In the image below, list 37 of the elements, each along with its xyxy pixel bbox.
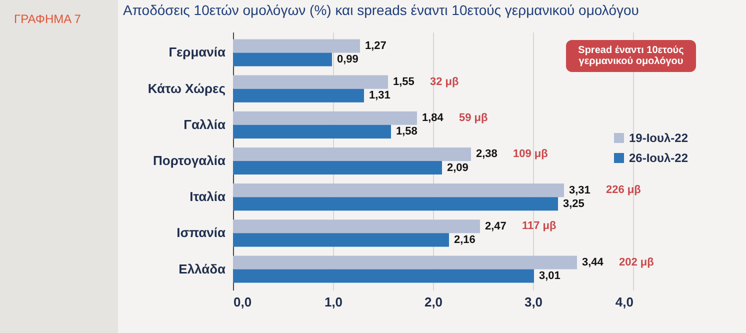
data-label: 3,01	[539, 270, 560, 282]
data-label: 3,25	[563, 198, 584, 210]
x-tick-label: 0,0	[234, 294, 252, 310]
data-label: 1,84	[422, 112, 444, 124]
x-tick-label: 3,0	[524, 294, 543, 310]
annotation: 202 μβ	[619, 256, 654, 268]
annotation: 226 μβ	[606, 184, 642, 196]
legend-label: 26-Ιουλ-22	[629, 151, 688, 165]
x-tick-label: 2,0	[424, 294, 443, 310]
data-label: 3,31	[569, 184, 590, 196]
data-label: 1,27	[365, 40, 386, 52]
y-tick-label: Κάτω Χώρες	[148, 80, 226, 96]
annotation: Spread έναντι 10ετούς γερμανικού ομολόγου	[566, 40, 696, 72]
data-label: 3,44	[582, 256, 604, 268]
data-label: 1,31	[369, 90, 390, 102]
y-tick-label: Ιταλία	[190, 189, 226, 204]
data-label: 2,38	[476, 148, 498, 160]
y-tick-label: Γαλλία	[184, 116, 226, 132]
text: ΓΡΑΦΗΜΑ 7	[14, 12, 81, 26]
y-tick-label: Ελλάδα	[178, 261, 226, 276]
data-label: 2,16	[454, 234, 476, 246]
chart-title: Αποδόσεις 10ετών ομολόγων (%) και spreads έναντι 10ετούς γερμανικού ομολόγου	[123, 2, 639, 18]
x-tick-label: 1,0	[324, 294, 343, 310]
y-tick-label: Πορτογαλία	[153, 153, 226, 168]
data-label: 1,58	[396, 126, 418, 138]
data-label: 0,99	[337, 54, 358, 66]
annotation: 109 μβ	[513, 148, 548, 160]
annotation: 117 μβ	[522, 220, 557, 232]
annotation: 32 μβ	[430, 76, 460, 88]
data-label: 2,09	[447, 162, 468, 174]
data-label: 1,55	[393, 76, 414, 88]
legend-label: 19-Ιουλ-22	[629, 131, 688, 145]
y-tick-label: Ισπανία	[176, 225, 226, 240]
data-label: 2,47	[485, 220, 506, 232]
y-tick-label: Γερμανία	[168, 44, 226, 60]
annotation: 59 μβ	[459, 112, 488, 124]
x-tick-label: 4,0	[615, 294, 634, 310]
